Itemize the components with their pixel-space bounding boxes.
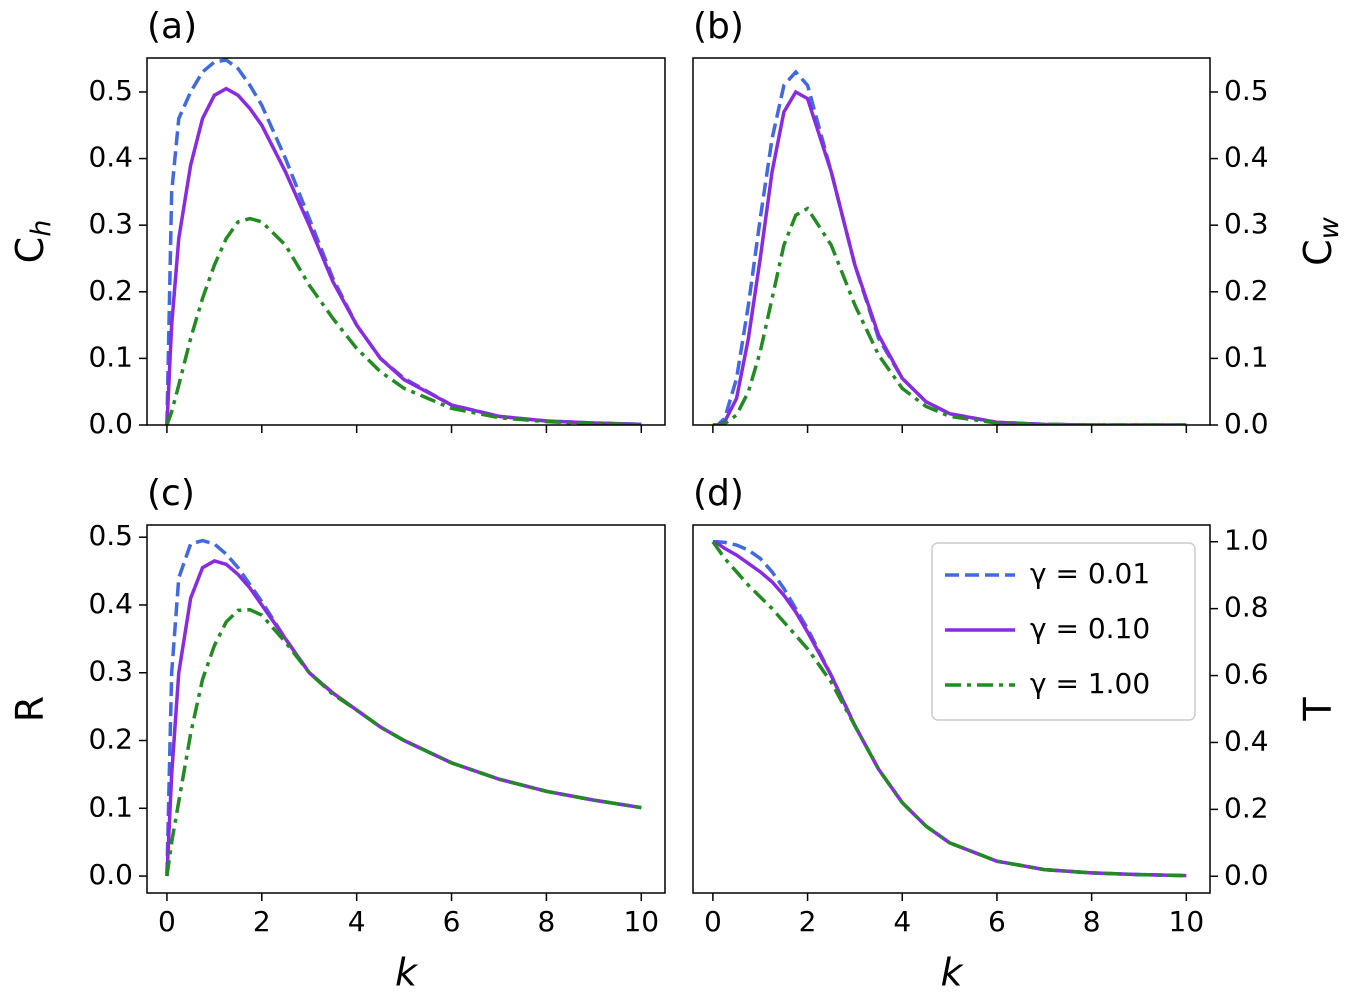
y-tick-label: 0.1 — [88, 340, 133, 373]
y-tick-label: 0.3 — [88, 207, 133, 240]
y-tick-label: 0.0 — [88, 407, 133, 440]
series-line — [165, 607, 642, 877]
y-tick-label: 0.1 — [88, 790, 133, 823]
axes-frame — [692, 524, 1211, 894]
series-line — [165, 559, 642, 877]
series-line — [712, 206, 1187, 425]
y-tick-label: 0.4 — [1224, 724, 1269, 757]
series-line — [712, 69, 1187, 425]
x-label: k — [940, 951, 964, 995]
panel-title: (c) — [147, 473, 195, 514]
series-line — [712, 540, 1187, 878]
x-tick-label: 10 — [1169, 905, 1205, 938]
y-tick-label: 0.5 — [1224, 74, 1269, 107]
x-label: k — [395, 951, 419, 995]
series-line — [165, 58, 642, 425]
axes-frame — [692, 57, 1211, 426]
legend-label: γ = 0.10 — [1030, 612, 1150, 645]
x-tick-label: 0 — [704, 905, 722, 938]
y-tick-label: 0.2 — [88, 723, 133, 756]
y-tick-label: 0.4 — [88, 141, 133, 174]
y-label: T — [1296, 697, 1340, 722]
y-tick-label: 0.5 — [88, 519, 133, 552]
series-line — [711, 540, 1187, 878]
y-tick-label: 0.3 — [88, 655, 133, 688]
y-tick-label: 0.2 — [1224, 274, 1269, 307]
x-tick-label: 2 — [799, 905, 817, 938]
x-tick-label: 8 — [1083, 905, 1101, 938]
y-label: Ch — [8, 220, 57, 264]
y-tick-label: 0.1 — [1224, 340, 1269, 373]
y-tick-label: 1.0 — [1224, 524, 1269, 557]
y-tick-label: 0.6 — [1224, 658, 1269, 691]
y-label-sub: w — [1314, 216, 1345, 239]
series-line — [165, 538, 642, 877]
y-label-base: C — [1296, 239, 1340, 266]
x-tick-label: 8 — [537, 905, 555, 938]
panel-title: (a) — [147, 6, 197, 47]
axes-frame — [146, 524, 666, 894]
panel-title: (d) — [693, 473, 744, 514]
y-label: R — [8, 696, 52, 722]
axes-frame — [146, 57, 666, 426]
y-tick-label: 0.0 — [1224, 858, 1269, 891]
y-tick-label: 0.3 — [1224, 207, 1269, 240]
y-tick-label: 0.5 — [88, 74, 133, 107]
y-label-base: C — [8, 237, 52, 264]
y-label: Cw — [1296, 216, 1345, 266]
y-tick-label: 0.0 — [1224, 407, 1269, 440]
panel-title: (b) — [693, 6, 744, 47]
y-tick-label: 0.8 — [1224, 591, 1269, 624]
x-tick-label: 10 — [623, 905, 659, 938]
series-line — [712, 89, 1187, 425]
legend-box — [931, 542, 1196, 721]
y-tick-label: 0.4 — [1224, 141, 1269, 174]
x-tick-label: 6 — [988, 905, 1006, 938]
series-line — [165, 216, 642, 425]
y-tick-label: 0.2 — [88, 274, 133, 307]
y-label-sub: h — [26, 220, 57, 237]
y-label-base: T — [1296, 697, 1340, 722]
x-tick-label: 4 — [348, 905, 366, 938]
x-tick-label: 4 — [893, 905, 911, 938]
y-label-base: R — [8, 696, 52, 722]
legend-label: γ = 1.00 — [1030, 667, 1150, 700]
y-tick-label: 0.2 — [1224, 791, 1269, 824]
x-tick-label: 2 — [253, 905, 271, 938]
x-tick-label: 0 — [158, 905, 176, 938]
x-tick-label: 6 — [443, 905, 461, 938]
legend-label: γ = 0.01 — [1030, 557, 1150, 590]
series-line — [165, 86, 642, 425]
y-tick-label: 0.0 — [88, 858, 133, 891]
y-tick-label: 0.4 — [88, 587, 133, 620]
